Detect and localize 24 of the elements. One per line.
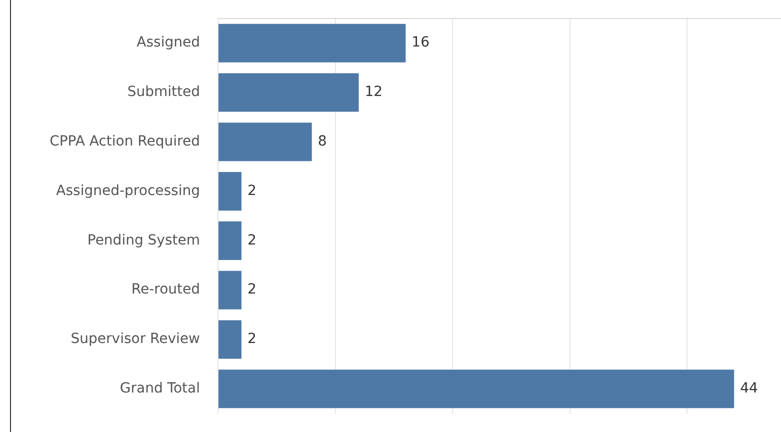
data-label: 2 xyxy=(247,282,256,298)
bar xyxy=(218,122,312,162)
bar xyxy=(218,73,359,112)
y-tick-label: CPPA Action Required xyxy=(50,134,200,150)
bar xyxy=(218,24,406,62)
y-tick-label: Grand Total xyxy=(120,380,200,397)
data-label: 2 xyxy=(247,232,256,248)
bar xyxy=(218,370,734,408)
data-label: 8 xyxy=(318,134,327,150)
data-label: 12 xyxy=(364,84,383,100)
bar xyxy=(218,320,242,359)
y-tick-label: Supervisor Review xyxy=(70,331,200,348)
y-tick-label: Pending System xyxy=(87,232,200,248)
bar xyxy=(218,172,242,211)
bar xyxy=(218,221,242,260)
y-tick-label: Submitted xyxy=(127,84,200,100)
y-tick-label: Re-routed xyxy=(131,282,200,298)
y-tick-label: Assigned xyxy=(136,34,200,51)
data-label: 16 xyxy=(412,34,430,51)
y-tick-label: Assigned-processing xyxy=(56,182,200,199)
bar xyxy=(218,270,242,310)
data-label: 44 xyxy=(740,380,758,397)
data-label: 2 xyxy=(247,331,256,348)
data-label: 2 xyxy=(247,182,256,199)
